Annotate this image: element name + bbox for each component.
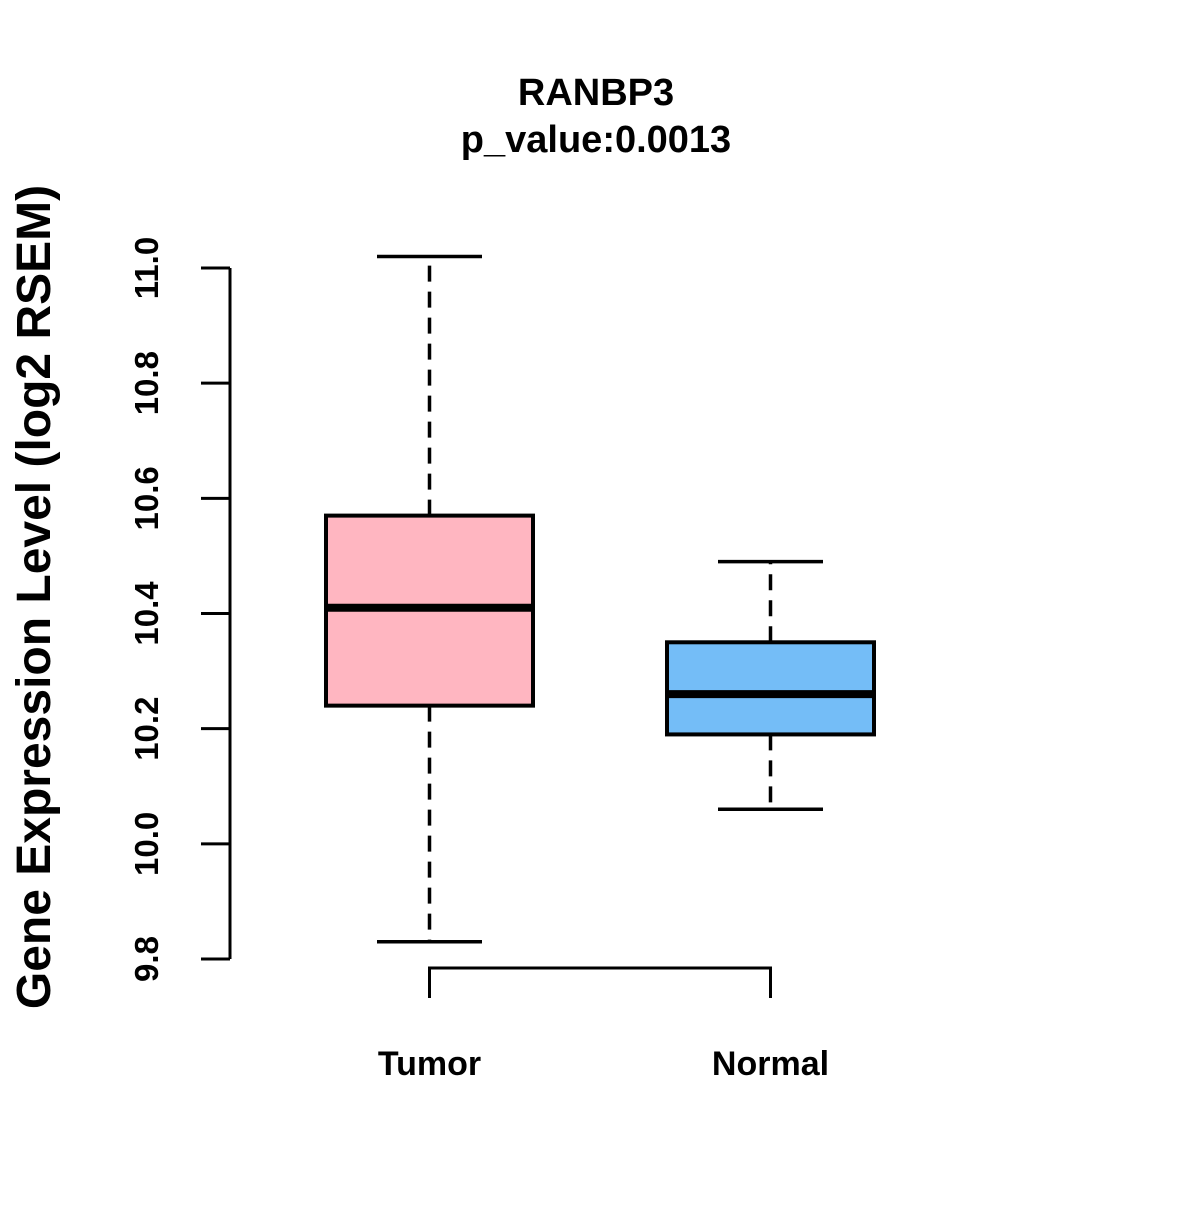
y-tick-label: 11.0 xyxy=(128,237,165,299)
y-tick-label: 10.0 xyxy=(128,812,165,876)
y-tick-label: 10.8 xyxy=(128,351,165,415)
box-normal xyxy=(665,640,876,737)
chart-title: RANBP3 xyxy=(518,72,674,114)
category-label-tumor: Tumor xyxy=(378,1045,481,1083)
x-axis-bracket xyxy=(428,966,772,998)
y-axis-label: Gene Expression Level (log2 RSEM) xyxy=(8,185,61,1009)
category-label-normal: Normal xyxy=(712,1045,829,1083)
y-tick-label: 10.6 xyxy=(128,466,165,530)
y-tick-label: 10.4 xyxy=(128,581,165,646)
y-tick-label: 9.8 xyxy=(128,936,165,982)
plot-area: 9.8 10.0 10.2 10.4 10.6 10.8 11.0 xyxy=(128,237,876,998)
chart-subtitle-pvalue: p_value:0.0013 xyxy=(461,119,731,161)
y-tick-label: 10.2 xyxy=(128,697,165,761)
